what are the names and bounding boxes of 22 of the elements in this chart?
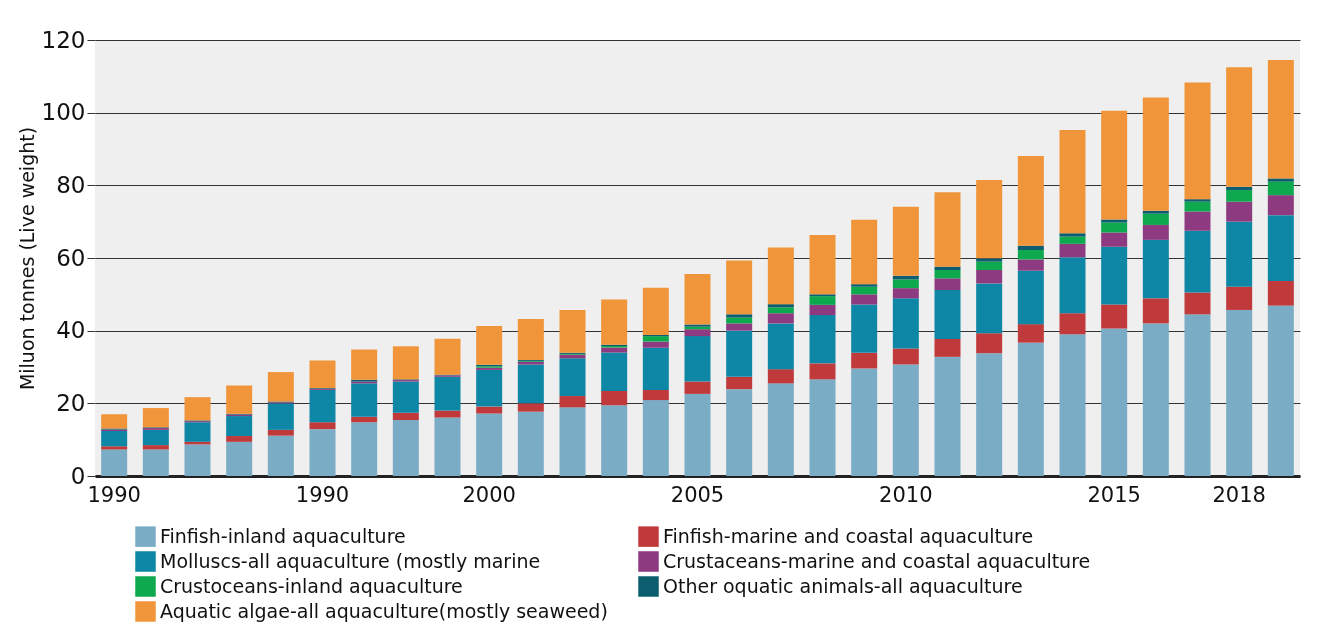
legend-label: Crustoceans-inland aquaculture bbox=[160, 574, 463, 597]
legend-label: Finfish-inland aquaculture bbox=[160, 524, 406, 547]
y-axis-title: Miluon tonnes (Live weight) bbox=[15, 126, 38, 391]
x-tick-label: 1990 bbox=[295, 482, 350, 507]
y-tick-label: 60 bbox=[56, 244, 86, 271]
x-tick-label: 2018 bbox=[1212, 482, 1266, 507]
x-tick-label: 2000 bbox=[462, 482, 516, 507]
y-tick-label: 20 bbox=[56, 389, 86, 416]
legend-label: Other oquatic animals-all aquaculture bbox=[663, 574, 1023, 597]
x-tick-label: 2005 bbox=[670, 482, 725, 507]
x-tick-label: 2015 bbox=[1087, 482, 1141, 507]
y-tick-label: 0 bbox=[70, 462, 86, 489]
x-tick-label: 1990 bbox=[87, 482, 141, 507]
y-tick-label: 40 bbox=[56, 317, 86, 344]
legend-label: Aquatic algae-all aquaculture(mostly seaweed) bbox=[160, 599, 608, 622]
y-tick-label: 80 bbox=[56, 171, 86, 198]
legend-label: Crustaceans-marine and coastal aquaculture bbox=[663, 549, 1091, 572]
legend-label: Finfish-marine and coastal aquaculture bbox=[663, 524, 1034, 547]
legend-label: Molluscs-all aquaculture (mostly marine bbox=[160, 549, 541, 572]
y-tick-label: 120 bbox=[41, 26, 86, 53]
y-tick-label: 100 bbox=[41, 99, 86, 126]
x-tick-label: 2010 bbox=[879, 482, 933, 507]
